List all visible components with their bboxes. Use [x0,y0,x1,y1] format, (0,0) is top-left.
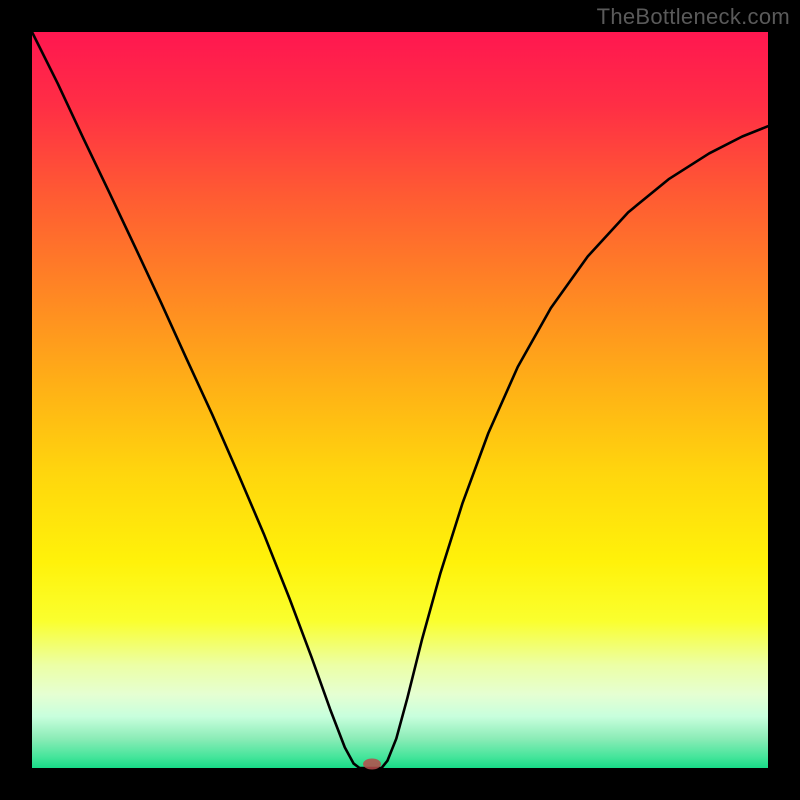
watermark-text: TheBottleneck.com [597,4,790,30]
chart-container: TheBottleneck.com [0,0,800,800]
optimum-marker [363,759,381,770]
bottleneck-chart [0,0,800,800]
plot-background [32,32,768,768]
